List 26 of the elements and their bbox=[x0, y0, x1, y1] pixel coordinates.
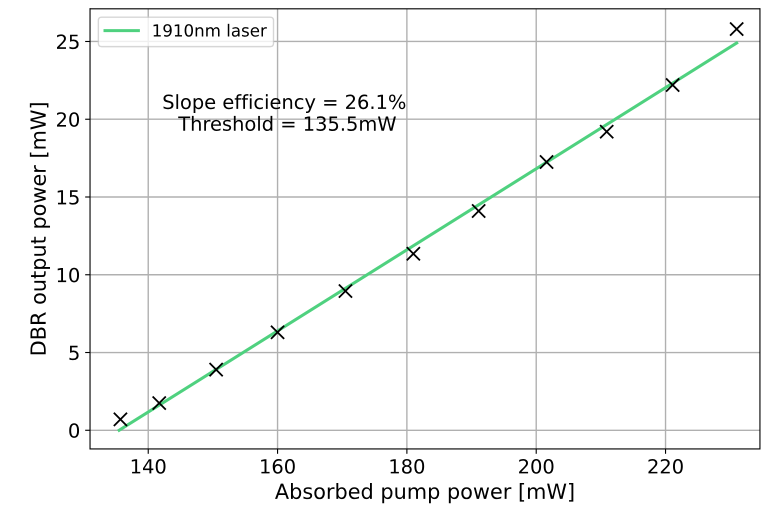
x-tick-label: 200 bbox=[519, 459, 554, 474]
y-tick-label: 20 bbox=[56, 112, 80, 127]
point bbox=[338, 284, 353, 299]
point bbox=[665, 78, 680, 93]
x-tick-label: 220 bbox=[648, 459, 683, 474]
point bbox=[270, 324, 286, 340]
y-tick-label: 15 bbox=[58, 190, 79, 205]
y-tick-label: 5 bbox=[69, 346, 79, 360]
y-tick-label: 0 bbox=[69, 423, 80, 438]
point bbox=[406, 246, 421, 262]
y-tick-label: 25 bbox=[56, 34, 79, 50]
x-axis-title: Absorbed pump power [mW] bbox=[275, 483, 574, 504]
y-axis-title: DBR output power [mW] bbox=[30, 103, 50, 354]
point bbox=[729, 22, 744, 37]
point bbox=[208, 362, 224, 378]
point bbox=[471, 204, 486, 218]
point bbox=[599, 124, 614, 140]
point bbox=[539, 154, 554, 170]
x-tick-label: 180 bbox=[390, 459, 424, 474]
point bbox=[152, 396, 167, 411]
annotation: Slope efficiency = 26.1% Threshold = 135.5mW bbox=[163, 94, 406, 131]
x-tick-label: 140 bbox=[132, 459, 166, 474]
legend-label: 1910nm laser bbox=[154, 24, 267, 37]
x-tick-label: 160 bbox=[261, 459, 295, 474]
y-tick-label: 10 bbox=[58, 268, 80, 282]
point bbox=[112, 412, 128, 427]
